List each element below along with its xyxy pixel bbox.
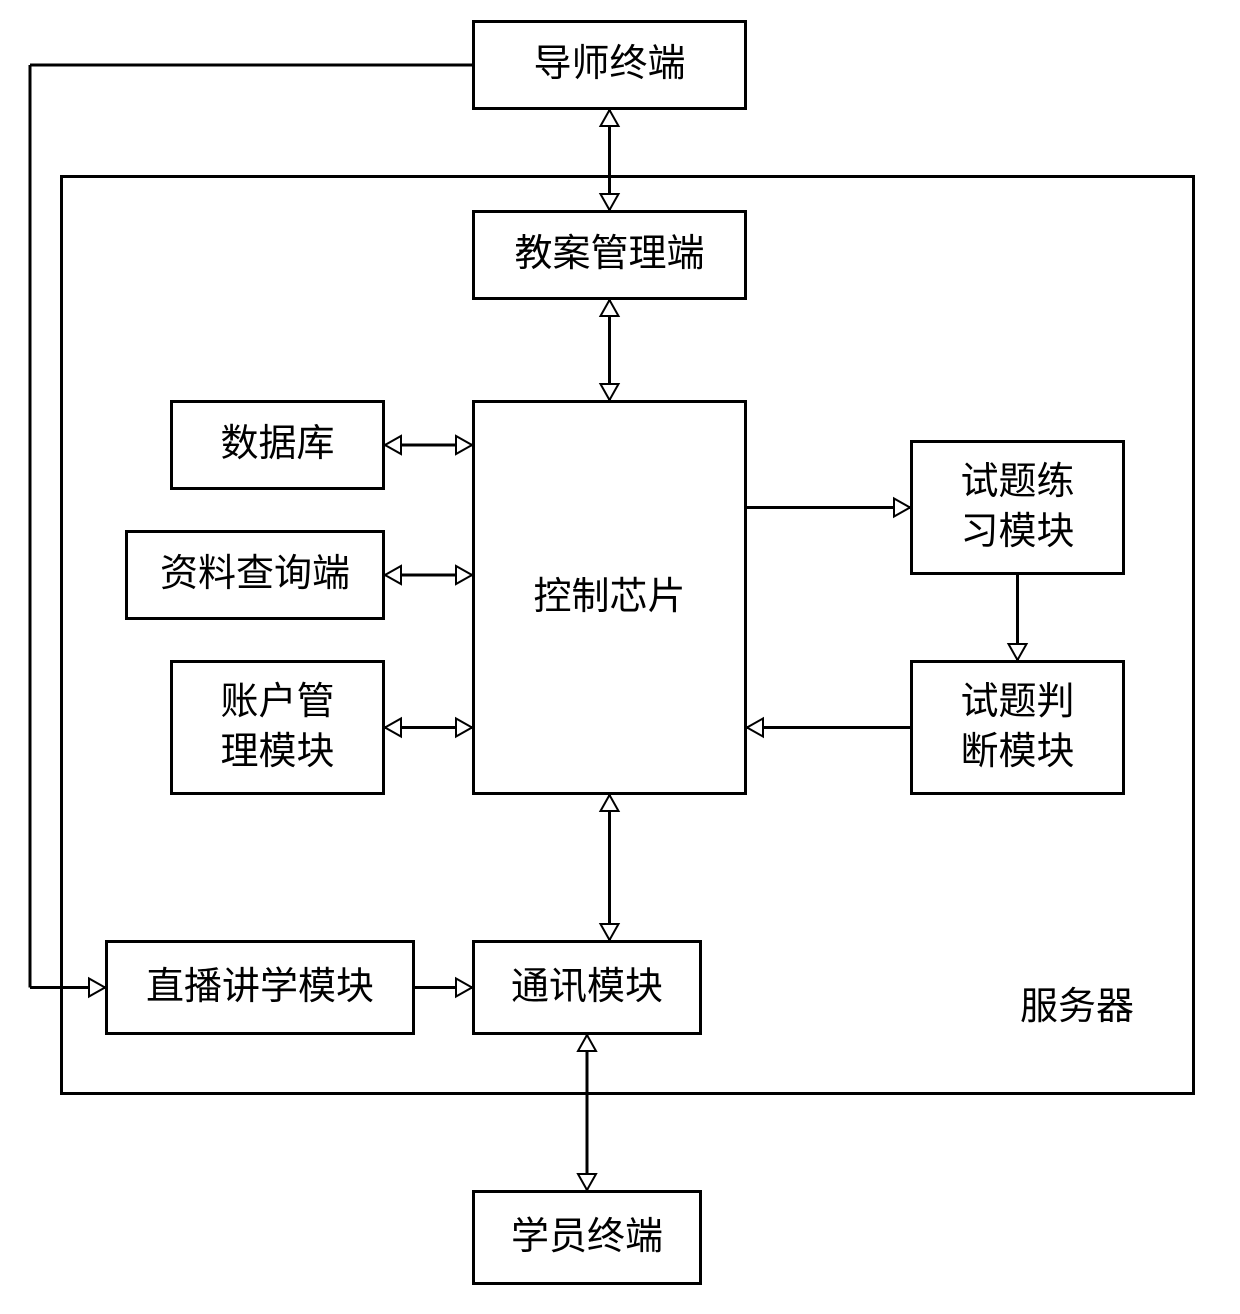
node-lesson-mgmt: 教案管理端 [472,210,747,300]
node-student-terminal-label: 学员终端 [511,1213,663,1262]
node-database: 数据库 [170,400,385,490]
node-lesson-mgmt-label: 教案管理端 [514,230,704,279]
node-live-teaching-label: 直播讲学模块 [146,963,374,1012]
node-live-teaching: 直播讲学模块 [105,940,415,1035]
node-comm-module: 通讯模块 [472,940,702,1035]
node-account-mgmt-label: 账户管 理模块 [220,678,334,777]
node-question-judge-label: 试题判 断模块 [960,678,1074,777]
node-teacher-terminal-label: 导师终端 [533,40,685,89]
node-student-terminal: 学员终端 [472,1190,702,1285]
node-data-query-label: 资料查询端 [160,550,350,599]
node-control-chip-label: 控制芯片 [533,573,685,622]
node-question-judge: 试题判 断模块 [910,660,1125,795]
node-question-practice: 试题练 习模块 [910,440,1125,575]
node-comm-module-label: 通讯模块 [511,963,663,1012]
node-database-label: 数据库 [220,420,334,469]
node-question-practice-label: 试题练 习模块 [960,458,1074,557]
node-control-chip: 控制芯片 [472,400,747,795]
server-label: 服务器 [1020,975,1134,1030]
node-data-query: 资料查询端 [125,530,385,620]
node-account-mgmt: 账户管 理模块 [170,660,385,795]
node-teacher-terminal: 导师终端 [472,20,747,110]
